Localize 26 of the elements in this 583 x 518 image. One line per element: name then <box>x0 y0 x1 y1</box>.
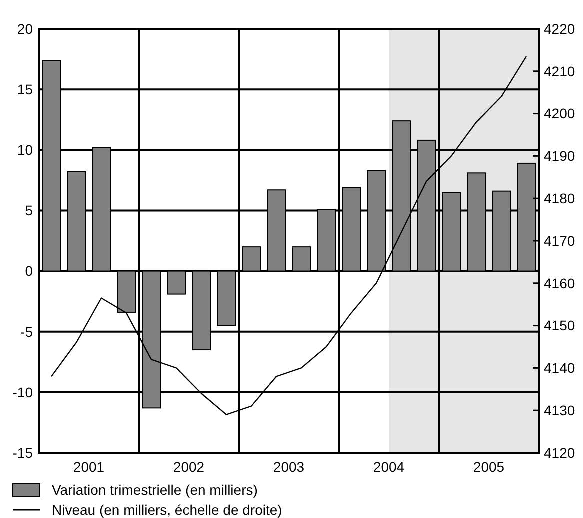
y2-tick-label: 4150 <box>544 318 576 334</box>
x-tick-label: 2004 <box>373 459 405 475</box>
y-tick-label: 10 <box>17 142 34 158</box>
legend-label: Niveau (en milliers, échelle de droite) <box>52 502 282 518</box>
y-tick-label: -10 <box>12 384 34 400</box>
x-tick-label: 2002 <box>173 459 205 475</box>
x-tick-label: 2005 <box>473 459 505 475</box>
y2-tick-label: 4180 <box>544 190 576 206</box>
x-tick-label: 2001 <box>73 459 105 475</box>
y2-tick-label: 4140 <box>544 360 576 376</box>
y-tick-label: 0 <box>25 263 34 280</box>
y2-tick-label: 4170 <box>544 232 576 249</box>
y2-tick-label: 4160 <box>544 275 576 292</box>
y2-tick-label: 4120 <box>544 444 576 461</box>
y2-tick-label: 4130 <box>544 402 576 418</box>
y2-tick-label: 4210 <box>544 63 576 80</box>
y-tick-label: -15 <box>12 444 34 461</box>
y-tick-label: -5 <box>20 324 34 340</box>
y-tick-label: 5 <box>25 202 34 219</box>
y2-tick-label: 4220 <box>544 20 576 37</box>
y-tick-label: 15 <box>17 81 34 98</box>
x-tick-label: 2003 <box>273 459 305 475</box>
y2-tick-label: 4200 <box>544 106 576 122</box>
y-tick-label: 20 <box>17 20 34 37</box>
legend-label: Variation trimestrielle (en milliers) <box>52 482 258 498</box>
y2-tick-label: 4190 <box>544 148 576 164</box>
